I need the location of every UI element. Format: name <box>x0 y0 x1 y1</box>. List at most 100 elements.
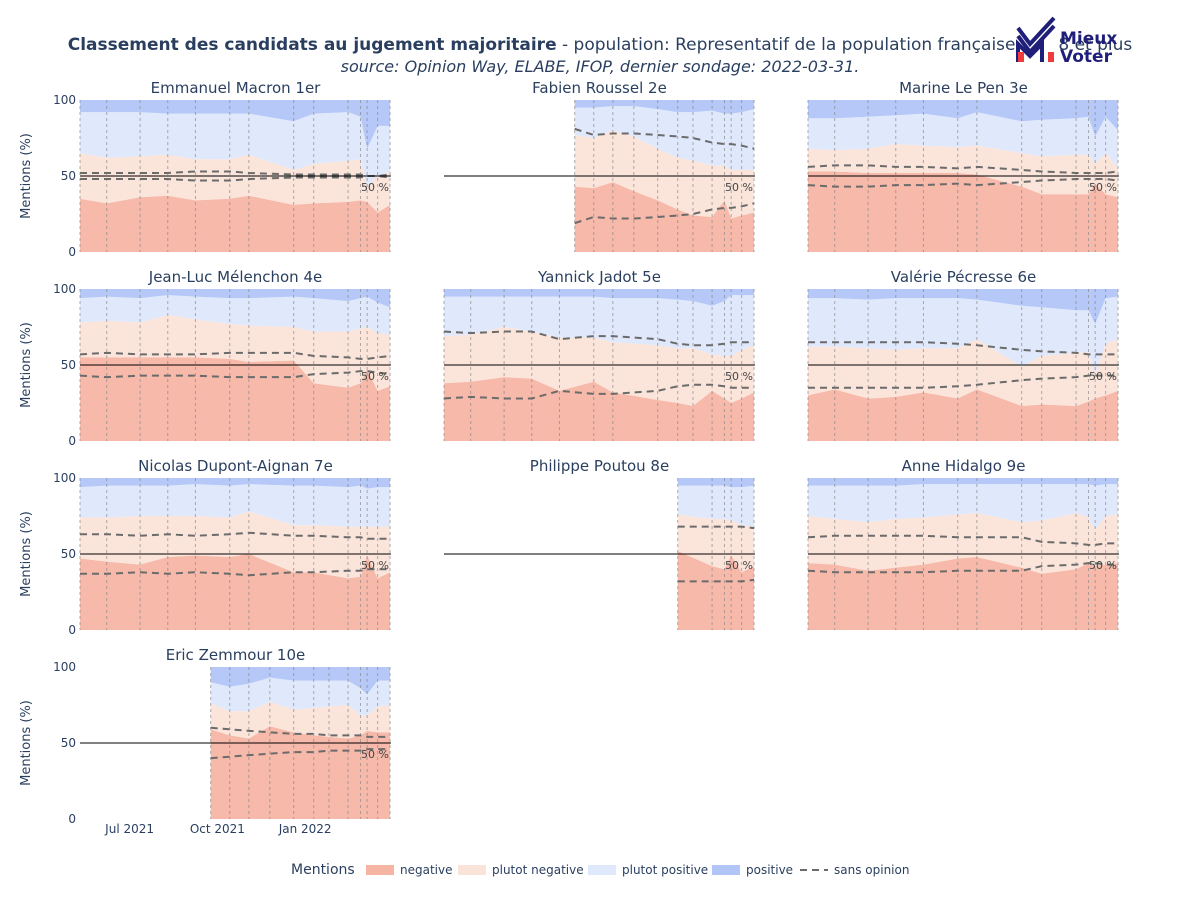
area-plutot-negative <box>574 130 755 219</box>
legend-swatch-positive <box>712 865 740 875</box>
y-axis-label: Mentions (%) <box>19 322 34 408</box>
x-tick-label: Oct 2021 <box>190 822 245 836</box>
sans-opinion-line-upper <box>80 531 391 540</box>
threshold-label: 50 % <box>361 370 389 383</box>
threshold-label: 50 % <box>1089 370 1117 383</box>
threshold-label: 50 % <box>1089 181 1117 194</box>
logo-line1: Mieux <box>1060 29 1117 49</box>
area-plutot-positive <box>210 677 391 716</box>
area-negative <box>808 171 1119 252</box>
threshold-label: 50 % <box>361 748 389 761</box>
legend-swatch-negative <box>366 865 394 875</box>
area-negative <box>808 557 1119 630</box>
sans-opinion-line-upper <box>677 525 755 530</box>
threshold-label: 50 % <box>725 370 753 383</box>
chart-subtitle: source: Opinion Way, ELABE, IFOP, dernie… <box>341 57 860 76</box>
sans-opinion-line-upper <box>808 341 1119 356</box>
sans-opinion-line-lower <box>79 370 391 379</box>
candidate-name: Fabien Roussel 2e <box>532 79 667 97</box>
candidate-panel: Fabien Roussel 2e 50 % <box>444 79 755 252</box>
legend-label: positive <box>746 863 793 877</box>
mieux-voter-logo: Mieux Voter <box>1016 16 1117 67</box>
y-tick-label: 50 <box>61 736 76 750</box>
sans-opinion-line-lower <box>80 175 391 182</box>
area-positive <box>808 100 1119 137</box>
legend-label: negative <box>400 863 452 877</box>
area-positive <box>80 100 391 149</box>
area-positive <box>677 478 755 488</box>
area-plutot-negative <box>808 144 1119 198</box>
area-negative <box>444 377 755 441</box>
area-plutot-negative <box>210 701 391 739</box>
area-plutot-positive <box>808 112 1119 169</box>
candidate-panel: Valérie Pécresse 6e 50 % <box>807 268 1119 441</box>
area-positive <box>80 289 391 308</box>
candidate-panel: Emmanuel Macron 1er 50 % 0 50 100 Mentions (%… <box>19 79 391 259</box>
threshold-label: 50 % <box>361 559 389 572</box>
threshold-label: 50 % <box>725 181 753 194</box>
candidate-name: Valérie Pécresse 6e <box>891 268 1036 286</box>
candidate-name: Yannick Jadot 5e <box>537 268 661 286</box>
y-axis-label: Mentions (%) <box>19 700 34 786</box>
threshold-label: 50 % <box>1089 559 1117 572</box>
candidate-panels: Emmanuel Macron 1er 50 % 0 50 100 Mentions (%… <box>19 79 1119 836</box>
candidate-panel: Philippe Poutou 8e 50 % <box>444 457 755 630</box>
candidate-panel: Marine Le Pen 3e 50 % <box>807 79 1119 252</box>
logo-line2: Voter <box>1060 47 1113 67</box>
area-plutot-positive <box>444 295 755 356</box>
y-tick-label: 0 <box>68 812 76 826</box>
y-tick-label: 100 <box>53 660 76 674</box>
area-plutot-negative <box>80 153 391 213</box>
area-negative <box>808 389 1119 441</box>
area-negative <box>80 357 391 441</box>
candidate-panel: Jean-Luc Mélenchon 4e 50 % 0 50 100 Mentions … <box>19 268 391 448</box>
area-negative <box>80 195 391 252</box>
area-plutot-negative <box>677 514 755 573</box>
sans-opinion-line-upper <box>79 351 391 360</box>
threshold-label: 50 % <box>725 559 753 572</box>
legend-label: plutot negative <box>492 863 584 877</box>
area-positive <box>80 478 391 489</box>
area-positive <box>574 100 755 114</box>
area-plutot-negative <box>808 512 1119 574</box>
area-plutot-negative <box>808 339 1119 407</box>
area-positive <box>210 667 391 695</box>
area-plutot-negative <box>80 511 391 579</box>
candidate-panel: Yannick Jadot 5e 50 % <box>443 268 755 441</box>
candidate-panel: Eric Zemmour 10e 50 % 0 50 100 Mentions (%) Ju… <box>19 646 391 836</box>
y-axis-label: Mentions (%) <box>19 133 34 219</box>
candidate-name: Philippe Poutou 8e <box>530 457 669 475</box>
sans-opinion-line-upper <box>807 534 1119 546</box>
area-negative <box>677 550 755 630</box>
chart-title-bold: Classement des candidats au jugement maj… <box>68 35 557 55</box>
sans-opinion-line-lower <box>574 202 755 225</box>
area-positive <box>808 289 1119 324</box>
chart-legend: Mentions negative plutot negative plutot po… <box>291 862 909 878</box>
threshold-label: 50 % <box>361 181 389 194</box>
candidate-name: Jean-Luc Mélenchon 4e <box>148 268 322 286</box>
area-plutot-positive <box>80 484 391 527</box>
area-negative <box>210 726 391 819</box>
y-tick-label: 0 <box>68 245 76 259</box>
legend-label: sans opinion <box>834 863 909 877</box>
y-tick-label: 100 <box>53 282 76 296</box>
sans-opinion-line-lower <box>807 178 1119 188</box>
svg-text:Classement des candidats au ju: Classement des candidats au jugement maj… <box>68 35 1133 55</box>
legend-swatch-plutot-negative <box>458 865 486 875</box>
area-positive <box>808 478 1119 486</box>
area-plutot-positive <box>677 485 755 527</box>
legend-swatch-plutot-positive <box>588 865 616 875</box>
area-plutot-positive <box>808 296 1119 375</box>
area-plutot-negative <box>80 314 391 391</box>
chart-title-rest: - population: Representatif de la popula… <box>557 35 1133 55</box>
chart-title: Classement des candidats au jugement maj… <box>68 35 1133 76</box>
y-tick-label: 0 <box>68 434 76 448</box>
sans-opinion-line-lower <box>807 562 1119 574</box>
y-tick-label: 50 <box>61 169 76 183</box>
y-tick-label: 50 <box>61 547 76 561</box>
legend-label: plutot positive <box>622 863 708 877</box>
candidate-name: Marine Le Pen 3e <box>899 79 1028 97</box>
y-tick-label: 100 <box>53 93 76 107</box>
y-axis-label: Mentions (%) <box>19 511 34 597</box>
